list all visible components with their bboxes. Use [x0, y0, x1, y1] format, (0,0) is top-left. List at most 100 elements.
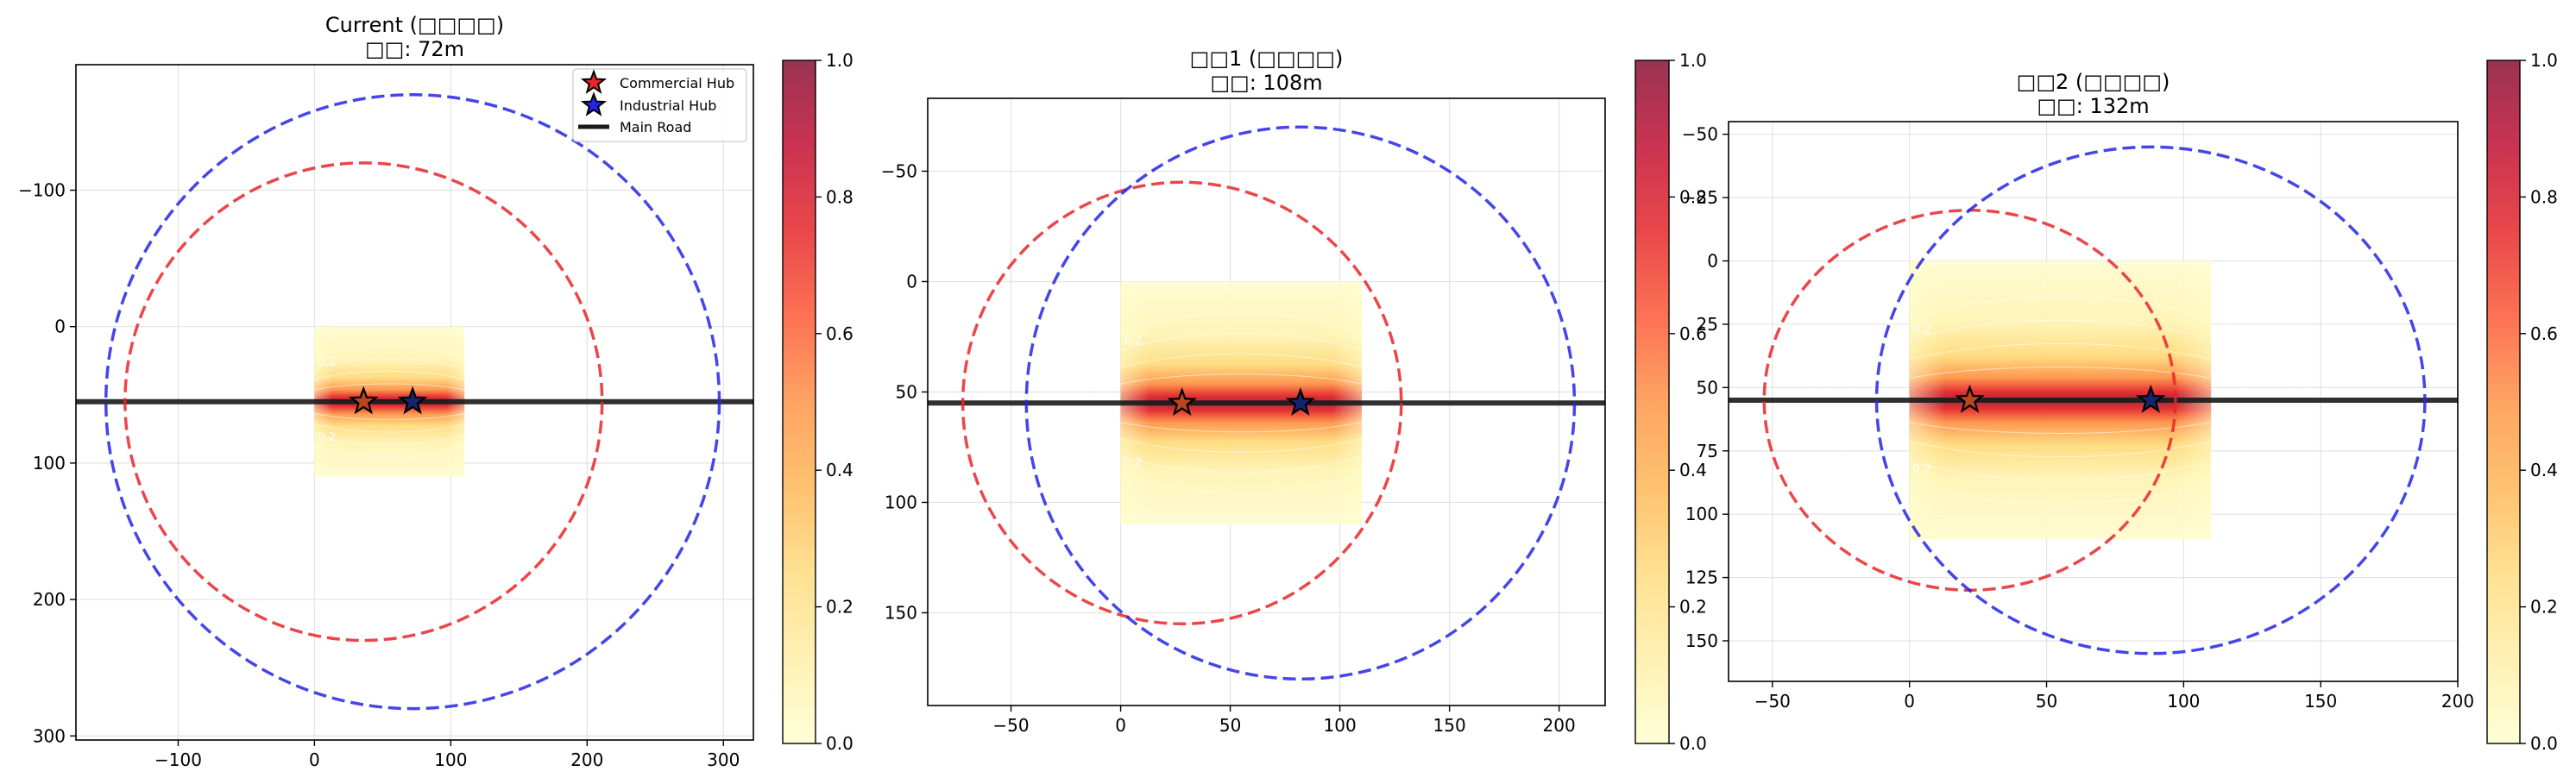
contour-label: 0.2 [318, 356, 336, 369]
x-tick-label: 50 [1219, 715, 1241, 736]
colorbar-tick-label: 0.6 [826, 323, 853, 344]
industrial-radius-circle [104, 93, 721, 711]
colorbar-tick-label: 0.0 [826, 733, 853, 754]
chart-title: □□2 (□□□□) [2017, 70, 2170, 94]
legend-label: Industrial Hub [620, 97, 716, 114]
colorbar-frame [1634, 60, 1670, 744]
commercial-radius-circle [960, 180, 1403, 626]
y-tick-label: 25 [1697, 314, 1718, 335]
y-tick-label: 50 [1697, 377, 1718, 398]
axes-frame [75, 64, 754, 741]
x-tick-label: 50 [2036, 691, 2057, 712]
colorbar-tick-label: 0.0 [1679, 733, 1707, 754]
chart-subtitle: □□: 132m [2037, 94, 2149, 118]
y-tick-label: −25 [1682, 187, 1718, 208]
colorbar [783, 60, 816, 743]
colorbar-tick-label: 1.0 [1679, 50, 1707, 71]
colorbar-tick-label: 0.6 [2530, 323, 2558, 344]
legend: Commercial Hub Industrial Hub Main Road [572, 68, 747, 142]
chart-subtitle: □□: 108m [1210, 71, 1322, 95]
colorbar-tick-label: 0.2 [2530, 597, 2558, 618]
legend-box [572, 68, 747, 142]
contour-label: 0.2 [1913, 463, 1931, 476]
y-tick-label: 75 [1697, 441, 1718, 461]
x-tick-label: 150 [2304, 691, 2337, 712]
commercial-hub-star [348, 386, 379, 415]
colorbar [1635, 60, 1669, 743]
y-tick-label: 150 [885, 602, 917, 623]
plot-area: 0.2 0.2 [76, 93, 753, 711]
x-tick-label: 200 [570, 750, 603, 770]
axes-frame [1728, 121, 2459, 682]
x-tick-label: 150 [1433, 715, 1466, 736]
colorbar-tick-label: 0.2 [826, 597, 853, 618]
x-tick-label: −100 [154, 750, 202, 770]
colorbar-tick-label: 0.2 [1679, 597, 1707, 618]
chart-title: □□1 (□□□□) [1190, 47, 1344, 71]
colorbar-tick-label: 0.4 [2530, 460, 2558, 480]
chart-panel-2: 0.2 0.2 −50 0 50 100 150 200 −50 0 50 100 150 □□1 (□□… [881, 47, 1707, 754]
y-tick-label: 100 [1685, 504, 1718, 524]
x-tick-label: 200 [2441, 691, 2474, 712]
chart-title: Current (□□□□) [325, 13, 504, 37]
chart-panel-3: 0.2 0.2 −50 0 50 100 150 200 −50 −25 0 25 50 75 100 125… [1682, 50, 2558, 754]
y-tick-label: 0 [1707, 251, 1718, 272]
y-tick-label: 300 [33, 725, 66, 746]
legend-commercial-icon [580, 69, 608, 94]
colorbar-frame [782, 60, 816, 744]
colorbar-tick-label: 0.0 [2530, 733, 2558, 754]
colorbar-tick-label: 0.8 [2530, 186, 2558, 207]
y-tick-label: 0 [54, 317, 66, 337]
colorbar-tick-label: 0.8 [826, 186, 853, 207]
contour-label: 0.2 [1913, 324, 1931, 337]
industrial-hub-star [397, 386, 428, 415]
x-tick-label: 300 [707, 750, 740, 770]
x-tick-label: −50 [1754, 691, 1791, 712]
colorbar-tick-label: 0.8 [1679, 186, 1707, 207]
panels: 0.2 0.2 −100 0 100 200 300 −100 0 100 200 300 Curren… [18, 13, 2558, 770]
contour-label: 0.2 [1124, 456, 1143, 469]
x-tick-label: 100 [2167, 691, 2200, 712]
y-tick-label: 100 [885, 492, 917, 512]
industrial-hub-star [2135, 384, 2166, 413]
y-tick-label: −50 [1682, 124, 1718, 145]
axes-frame [927, 97, 1606, 706]
y-tick-label: 200 [33, 589, 66, 610]
contour-label: 0.2 [1124, 336, 1143, 348]
x-tick-label: 200 [1543, 715, 1576, 736]
x-tick-label: −50 [992, 715, 1029, 736]
y-tick-label: 125 [1685, 568, 1718, 588]
colorbar-frame [2486, 60, 2521, 744]
x-tick-label: 100 [434, 750, 467, 770]
y-tick-label: −100 [18, 180, 66, 201]
commercial-hub-star [1955, 384, 1985, 413]
y-tick-label: 0 [906, 271, 917, 292]
industrial-radius-circle [1874, 145, 2427, 655]
colorbar-tick-label: 0.4 [826, 460, 853, 480]
y-tick-label: 150 [1685, 630, 1718, 651]
chart-subtitle: □□: 72m [365, 37, 464, 61]
x-tick-label: 100 [1324, 715, 1357, 736]
y-tick-label: 100 [33, 453, 66, 474]
commercial-radius-circle [123, 161, 604, 643]
commercial-hub-star [1167, 387, 1198, 417]
x-tick-label: 0 [309, 750, 320, 770]
chart-panel-1: 0.2 0.2 −100 0 100 200 300 −100 0 100 200 300 Curren… [18, 13, 853, 770]
colorbar-tick-label: 0.4 [1679, 460, 1707, 480]
industrial-radius-circle [1024, 125, 1577, 681]
industrial-hub-star [1285, 387, 1316, 417]
colorbar-tick-label: 1.0 [2530, 50, 2558, 71]
legend-label: Main Road [620, 119, 691, 135]
y-tick-label: −50 [881, 160, 917, 181]
plot-area: 0.2 0.2 [1729, 145, 2458, 655]
colorbar-tick-label: 0.6 [1679, 323, 1707, 344]
colorbar [2487, 60, 2520, 743]
x-tick-label: 0 [1904, 691, 1915, 712]
x-tick-label: 0 [1115, 715, 1126, 736]
colorbar-tick-label: 1.0 [826, 50, 853, 71]
contour-label: 0.2 [318, 431, 336, 444]
legend-label: Commercial Hub [620, 75, 734, 91]
legend-industrial-icon [580, 91, 608, 116]
y-tick-label: 50 [896, 381, 917, 402]
